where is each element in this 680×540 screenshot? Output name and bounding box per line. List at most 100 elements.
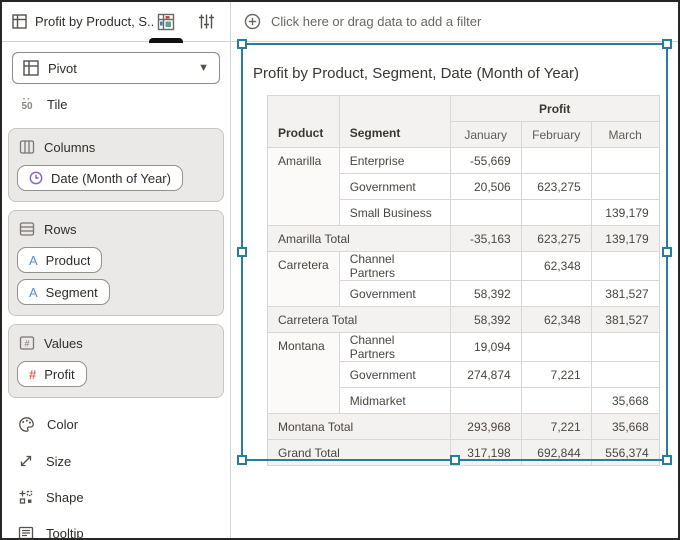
pivot-value-cell[interactable] [520,280,592,307]
pivot-value-cell[interactable] [449,199,522,226]
pivot-segment-cell[interactable]: Enterprise [338,147,451,174]
filter-bar[interactable]: Click here or drag data to add a filter [231,2,678,42]
pivot-segment-cell[interactable]: Government [338,173,451,200]
tab-grammar-panel[interactable] [149,2,183,43]
pivot-viz-icon [23,60,39,76]
pivot-value-cell[interactable] [520,332,592,362]
pivot-segment-cell[interactable]: Small Business [338,199,451,226]
pivot-total-label[interactable]: Amarilla Total [267,225,451,252]
pivot-value-cell[interactable]: 58,392 [449,306,522,333]
chip-segment[interactable]: A Segment [17,279,110,305]
pivot-value-cell[interactable]: 556,374 [590,439,660,466]
pivot-value-cell[interactable]: 58,392 [449,280,522,307]
shape-icon [18,489,34,505]
text-attribute-icon: A [29,284,38,300]
pivot-value-cell[interactable] [520,199,592,226]
pivot-value-cell[interactable]: 381,527 [590,306,660,333]
shape-drop-target[interactable]: Shape [8,479,224,515]
column-header-segment[interactable]: Segment [338,95,451,148]
measure-header-profit[interactable]: Profit [449,95,660,122]
selection-handle-top-right[interactable] [662,39,672,49]
pivot-value-cell[interactable] [590,173,660,200]
pivot-total-label[interactable]: Montana Total [267,413,451,440]
pivot-value-cell[interactable]: 7,221 [520,413,592,440]
size-drop-target[interactable]: Size [8,443,224,479]
tile-drop-target[interactable]: ·· 50 Tile [8,86,224,122]
properties-sliders-icon [198,13,215,30]
pivot-value-cell[interactable]: 317,198 [449,439,522,466]
pivot-segment-cell[interactable]: Channel Partners [338,332,451,362]
pivot-value-cell[interactable]: -55,669 [449,147,522,174]
pivot-value-cell[interactable]: 139,179 [590,199,660,226]
resize-icon [18,453,34,469]
tab-properties-panel[interactable] [194,2,218,42]
pivot-value-cell[interactable]: 19,094 [449,332,522,362]
pivot-value-cell[interactable]: 623,275 [520,173,592,200]
chip-label: Product [45,252,91,268]
pivot-visualization: Profit by Product, Segment, Date (Month … [231,42,678,466]
selection-handle-mid-right[interactable] [662,247,672,257]
column-header-product[interactable]: Product [267,95,340,148]
selection-handle-mid-left[interactable] [237,247,247,257]
pivot-value-cell[interactable]: 62,348 [520,306,592,333]
pivot-segment-cell[interactable]: Government [338,361,451,388]
pivot-table-header: Product Segment Profit January February … [267,95,660,148]
visualization-canvas[interactable]: Profit by Product, Segment, Date (Month … [231,39,678,538]
pivot-segment-cell[interactable]: Channel Partners [338,251,451,281]
selection-handle-top-left[interactable] [237,39,247,49]
chip-date-month-of-year[interactable]: Date (Month of Year) [17,165,183,191]
pivot-product-cell[interactable]: Amarilla [267,147,340,226]
column-header-january[interactable]: January [449,121,522,148]
pivot-value-cell[interactable] [449,251,522,281]
pivot-data-row: Government 58,392 381,527 [268,280,660,307]
pivot-total-label[interactable]: Grand Total [267,439,451,466]
pivot-value-cell[interactable] [520,387,592,414]
pivot-value-cell[interactable]: 139,179 [590,225,660,252]
pivot-segment-cell[interactable]: Government [338,280,451,307]
pivot-data-row: Carretera Channel Partners 62,348 [267,251,660,307]
column-header-march[interactable]: March [590,121,660,148]
column-header-february[interactable]: February [520,121,592,148]
pivot-value-cell[interactable]: 381,527 [590,280,660,307]
viz-type-dropdown[interactable]: Pivot ▼ [12,52,220,84]
selection-handle-bottom-mid[interactable] [449,455,460,465]
pivot-table-body: Amarilla Enterprise -55,669 Government 20,50… [267,147,660,466]
pivot-value-cell[interactable] [590,251,660,281]
values-label: Values [44,335,83,351]
pivot-table: Product Segment Profit January February … [267,95,660,466]
pivot-value-cell[interactable]: 692,844 [520,439,592,466]
selection-handle-bottom-left[interactable] [237,455,247,465]
pivot-total-row: Montana Total 293,968 7,221 35,668 [267,413,660,440]
pivot-value-cell[interactable] [590,361,660,388]
pivot-product-cell[interactable]: Montana [267,332,340,414]
pivot-data-row: Montana Channel Partners 19,094 [267,332,660,414]
chip-product[interactable]: A Product [17,247,103,273]
shape-label: Shape [46,489,84,505]
rows-header: Rows [17,219,215,241]
pivot-value-cell[interactable]: -35,163 [449,225,522,252]
pivot-value-cell[interactable]: 35,668 [590,387,660,414]
pivot-value-cell[interactable]: 274,874 [449,361,522,388]
pivot-total-label[interactable]: Carretera Total [267,306,451,333]
pivot-value-cell[interactable]: 35,668 [590,413,660,440]
pivot-value-cell[interactable] [520,147,592,174]
selection-handle-bottom-right[interactable] [662,455,672,465]
pivot-value-cell[interactable] [590,147,660,174]
pivot-value-cell[interactable]: 7,221 [520,361,592,388]
pivot-value-cell[interactable]: 20,506 [449,173,522,200]
add-filter-icon [244,13,261,30]
pivot-product-cell[interactable]: Carretera [267,251,340,307]
chip-label: Profit [44,366,75,382]
tooltip-drop-target[interactable]: Tooltip [8,515,224,538]
pivot-value-cell[interactable] [590,332,660,362]
chip-profit[interactable]: # Profit [17,361,87,387]
pivot-value-cell[interactable]: 293,968 [449,413,522,440]
pivot-value-cell[interactable]: 62,348 [520,251,592,281]
pivot-value-cell[interactable] [449,387,522,414]
color-drop-target[interactable]: Color [8,406,224,443]
pivot-segment-cell[interactable]: Midmarket [338,387,451,414]
pivot-total-row: Grand Total 317,198 692,844 556,374 [267,439,660,466]
grammar-body: Pivot ▼ ·· 50 Tile Columns [2,42,230,538]
pivot-value-cell[interactable]: 623,275 [520,225,592,252]
